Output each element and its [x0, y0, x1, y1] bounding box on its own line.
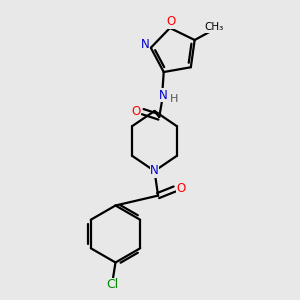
Text: O: O	[177, 182, 186, 195]
Text: N: N	[140, 38, 149, 51]
Text: O: O	[131, 104, 141, 118]
Text: Cl: Cl	[106, 278, 118, 292]
Text: O: O	[166, 16, 175, 28]
Text: N: N	[150, 164, 159, 178]
Text: CH₃: CH₃	[204, 22, 223, 32]
Text: N: N	[158, 88, 167, 102]
Text: H: H	[169, 94, 178, 104]
